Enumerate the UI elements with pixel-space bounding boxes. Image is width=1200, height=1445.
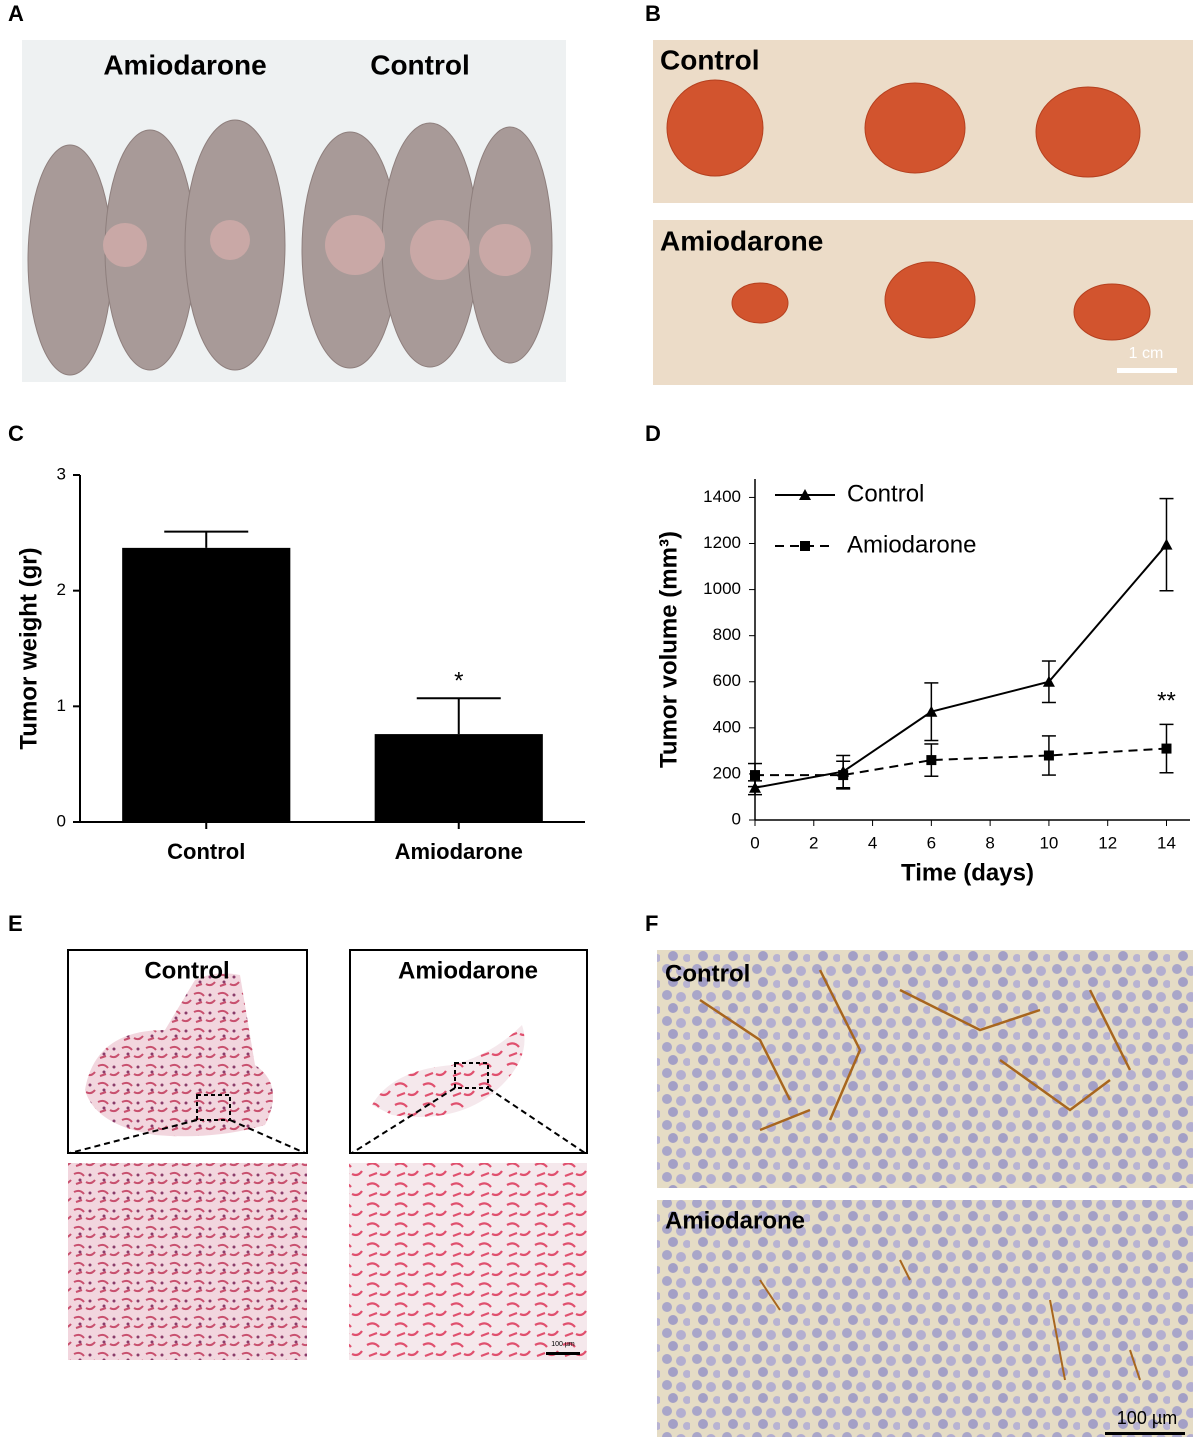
legend-label: Amiodarone	[847, 531, 976, 558]
photo-label: Control	[660, 44, 760, 75]
y-tick-label: 200	[713, 763, 741, 782]
panel-label: D	[645, 421, 661, 446]
marker	[1042, 675, 1055, 687]
photo-label: Amiodarone	[103, 49, 266, 80]
panel-label: F	[645, 911, 658, 936]
photo-e: Control Amiodarone 100 µm	[67, 949, 588, 1360]
y-tick-label: 1400	[703, 487, 741, 506]
photo-label: Control	[370, 49, 470, 80]
significance-label: *	[454, 668, 463, 695]
panel-label: C	[8, 421, 24, 446]
photo-label: Control	[144, 957, 229, 984]
panel-label: E	[8, 911, 23, 936]
x-tick-label: 0	[750, 833, 759, 852]
photo-label: Control	[665, 960, 750, 987]
y-tick-label: 400	[713, 717, 741, 736]
marker	[838, 770, 849, 781]
bar	[374, 734, 543, 822]
marker	[800, 541, 810, 551]
y-tick-label: 800	[713, 625, 741, 644]
significance-label: **	[1157, 688, 1176, 715]
x-tick-label: 8	[985, 833, 994, 852]
x-tick-label: 12	[1098, 833, 1117, 852]
photo-f: Control Amiodarone 100 µm	[657, 950, 1193, 1437]
marker	[799, 489, 811, 500]
legend-label: Control	[847, 480, 924, 507]
marker	[1161, 743, 1172, 754]
x-tick-label: Control	[167, 839, 245, 864]
panel-label: A	[8, 1, 24, 26]
y-tick-label: 1200	[703, 533, 741, 552]
series-line	[755, 747, 1167, 777]
y-tick-label: 600	[713, 671, 741, 690]
x-axis-label: Time (days)	[901, 859, 1034, 886]
y-axis-label: Tumor weight (gr)	[15, 547, 42, 749]
photo-label: Amiodarone	[660, 225, 823, 256]
x-tick-label: Amiodarone	[395, 839, 523, 864]
x-tick-label: 6	[927, 833, 936, 852]
y-tick-label: 1000	[703, 579, 741, 598]
y-tick-label: 1	[57, 696, 66, 715]
photo-label: Amiodarone	[665, 1207, 805, 1234]
y-tick-label: 0	[57, 811, 66, 830]
marker	[926, 755, 937, 766]
scale-label: 100 µm	[551, 1341, 575, 1348]
marker	[1043, 750, 1054, 761]
photo-label: Amiodarone	[398, 957, 538, 984]
bar	[122, 547, 291, 822]
y-tick-label: 2	[57, 580, 66, 599]
panel-labels: A B C D E F	[8, 1, 661, 936]
marker	[925, 705, 938, 717]
y-tick-label: 3	[57, 464, 66, 483]
scale-bar	[546, 1352, 580, 1355]
marker	[1160, 538, 1173, 550]
x-tick-label: 14	[1157, 833, 1176, 852]
x-tick-label: 2	[809, 833, 818, 852]
scale-label: 1 cm	[1129, 345, 1164, 362]
scale-label: 100 µm	[1117, 1408, 1177, 1428]
photo-b: Control Amiodarone 1 cm	[653, 40, 1193, 385]
scale-bar	[1105, 1432, 1185, 1435]
x-tick-label: 10	[1039, 833, 1058, 852]
x-tick-label: 4	[868, 833, 877, 852]
panel-label: B	[645, 1, 661, 26]
scale-bar	[1117, 368, 1177, 373]
photo-a: Amiodarone Control	[22, 40, 566, 382]
y-tick-label: 0	[732, 809, 741, 828]
marker	[750, 770, 760, 781]
y-axis-label: Tumor volume (mm³)	[655, 531, 682, 768]
